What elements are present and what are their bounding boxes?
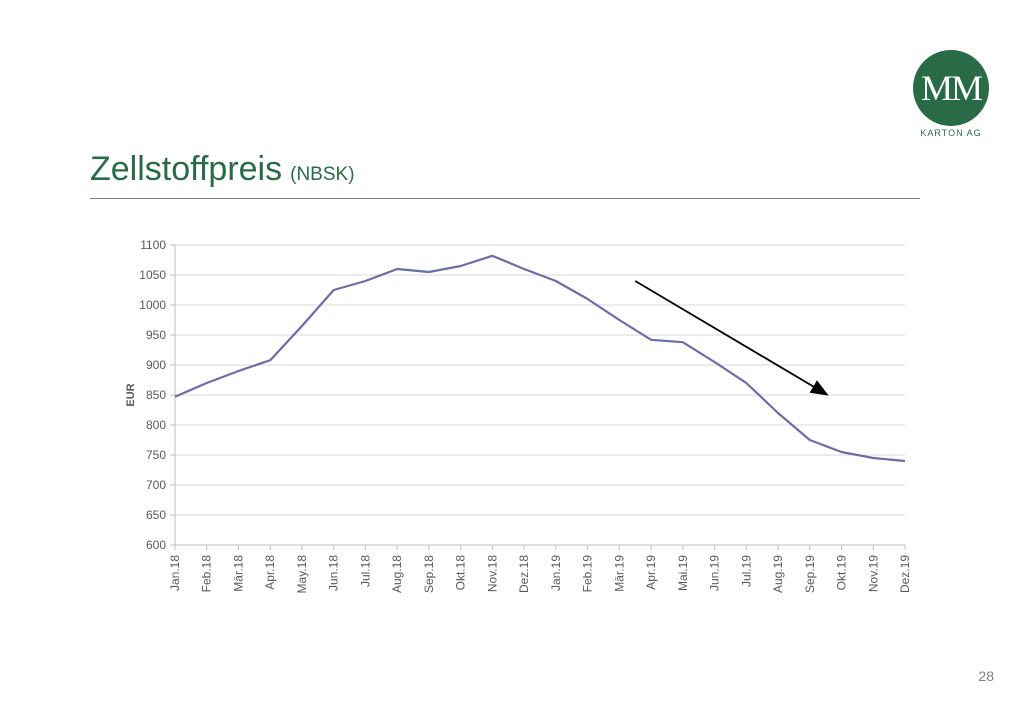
svg-text:Jun.19: Jun.19 bbox=[708, 555, 722, 591]
svg-text:Aug.18: Aug.18 bbox=[390, 555, 404, 593]
title-main: Zellstoffpreis bbox=[90, 150, 282, 189]
svg-text:EUR: EUR bbox=[125, 383, 137, 406]
svg-text:1050: 1050 bbox=[139, 268, 166, 282]
svg-text:Nov.19: Nov.19 bbox=[866, 555, 880, 592]
svg-text:1100: 1100 bbox=[140, 238, 166, 252]
svg-text:Jun.18: Jun.18 bbox=[327, 555, 341, 591]
svg-text:950: 950 bbox=[146, 328, 166, 342]
svg-text:Jul.19: Jul.19 bbox=[739, 555, 753, 587]
svg-text:Dez.18: Dez.18 bbox=[517, 555, 531, 593]
svg-text:600: 600 bbox=[146, 538, 166, 552]
svg-text:Jan.18: Jan.18 bbox=[168, 555, 182, 591]
svg-text:Sep.19: Sep.19 bbox=[803, 555, 817, 593]
svg-text:Feb.19: Feb.19 bbox=[581, 555, 595, 593]
title-sub: (NBSK) bbox=[290, 164, 354, 186]
page-number: 28 bbox=[978, 668, 994, 684]
logo-text: MM bbox=[921, 67, 981, 109]
svg-text:Apr.18: Apr.18 bbox=[263, 555, 277, 590]
svg-text:Aug.19: Aug.19 bbox=[771, 555, 785, 593]
svg-text:Dez.19: Dez.19 bbox=[898, 555, 912, 593]
logo-subtext: KARTON AG bbox=[908, 128, 994, 138]
svg-text:Sep.18: Sep.18 bbox=[422, 555, 436, 593]
svg-text:Mai.19: Mai.19 bbox=[676, 555, 690, 591]
line-chart: 600 650 700 750 800 850 900 950 1000 1050 1100 Jan.… bbox=[120, 235, 920, 615]
svg-text:Jan.19: Jan.19 bbox=[549, 555, 563, 591]
svg-text:900: 900 bbox=[146, 358, 166, 372]
svg-text:Okt.19: Okt.19 bbox=[835, 555, 849, 591]
title-underline bbox=[90, 198, 920, 199]
svg-text:800: 800 bbox=[146, 418, 166, 432]
svg-text:850: 850 bbox=[146, 388, 166, 402]
svg-text:Feb.18: Feb.18 bbox=[200, 555, 214, 593]
svg-text:Apr.19: Apr.19 bbox=[644, 555, 658, 590]
logo-circle: MM bbox=[913, 50, 989, 126]
svg-text:650: 650 bbox=[146, 508, 166, 522]
svg-text:Mär.19: Mär.19 bbox=[612, 555, 626, 592]
svg-text:Jul.18: Jul.18 bbox=[358, 555, 372, 587]
svg-text:700: 700 bbox=[146, 478, 166, 492]
svg-text:Okt.18: Okt.18 bbox=[454, 555, 468, 591]
svg-text:750: 750 bbox=[146, 448, 166, 462]
svg-text:May.18: May.18 bbox=[295, 555, 309, 594]
svg-text:Nov.18: Nov.18 bbox=[485, 555, 499, 592]
logo: MM KARTON AG bbox=[908, 50, 994, 138]
title: Zellstoffpreis (NBSK) bbox=[90, 150, 355, 189]
svg-text:Mär.18: Mär.18 bbox=[231, 555, 245, 592]
svg-text:1000: 1000 bbox=[139, 298, 166, 312]
